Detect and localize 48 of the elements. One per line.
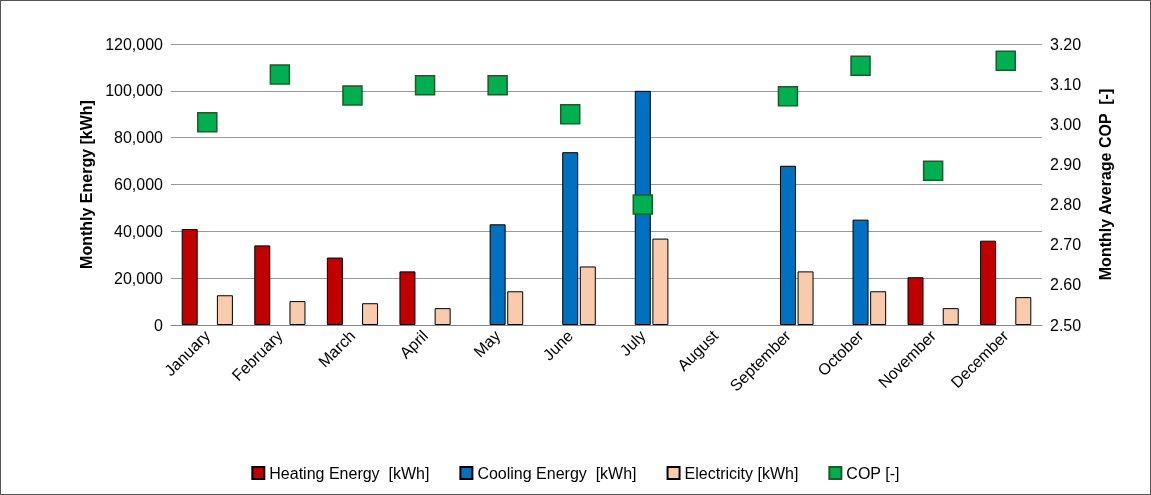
point <box>487 75 508 96</box>
y2-tick-label: 3.10 <box>1050 75 1082 93</box>
point <box>777 85 799 107</box>
y-tick-label: 0 <box>154 316 164 334</box>
bar <box>254 245 271 325</box>
y2-axis-title: Monthly Average COP [-] <box>1096 88 1114 281</box>
bar <box>1015 297 1032 325</box>
y-tick-label: 20,000 <box>114 269 164 287</box>
point <box>197 112 218 133</box>
x-tick-label: May <box>470 326 504 361</box>
bar <box>399 271 416 325</box>
point <box>632 194 654 215</box>
point <box>922 160 944 182</box>
bar <box>362 303 379 325</box>
y2-tick-label: 3.00 <box>1050 115 1082 133</box>
legend-label: Cooling Energy [kWh] <box>477 464 637 482</box>
bar <box>326 257 343 325</box>
bar <box>289 301 306 325</box>
y-tick-label: 120,000 <box>105 35 164 53</box>
y-axis-title: Monthly Energy [kWh] <box>77 100 95 269</box>
point <box>850 55 871 76</box>
legend-label: COP [-] <box>846 464 900 482</box>
bar <box>942 308 959 325</box>
legend-label: Electricity [kWh] <box>684 464 799 482</box>
point <box>269 64 291 85</box>
point <box>414 75 436 96</box>
y2-tick-label: 2.90 <box>1050 155 1082 173</box>
y-tick-label: 60,000 <box>114 176 164 193</box>
point <box>995 50 1016 72</box>
bar <box>216 295 233 325</box>
bar <box>579 266 596 325</box>
y-tick-label: 40,000 <box>114 222 164 240</box>
y2-tick-label: 2.70 <box>1050 236 1082 254</box>
y2-tick-label: 2.60 <box>1050 276 1082 294</box>
bar <box>562 152 579 325</box>
bar <box>181 228 198 325</box>
bar <box>980 240 997 325</box>
point <box>559 104 581 125</box>
y-tick-label: 100,000 <box>105 82 164 100</box>
x-tick-label: July <box>616 326 649 360</box>
y2-tick-label: 2.50 <box>1050 316 1082 334</box>
bar <box>907 277 924 325</box>
y-tick-label: 80,000 <box>114 129 164 147</box>
point <box>342 85 363 106</box>
y2-tick-label: 3.20 <box>1050 35 1082 53</box>
legend-label: Heating Energy [kWh] <box>269 464 430 482</box>
y2-tick-label: 2.80 <box>1050 196 1082 214</box>
bar <box>434 308 451 325</box>
